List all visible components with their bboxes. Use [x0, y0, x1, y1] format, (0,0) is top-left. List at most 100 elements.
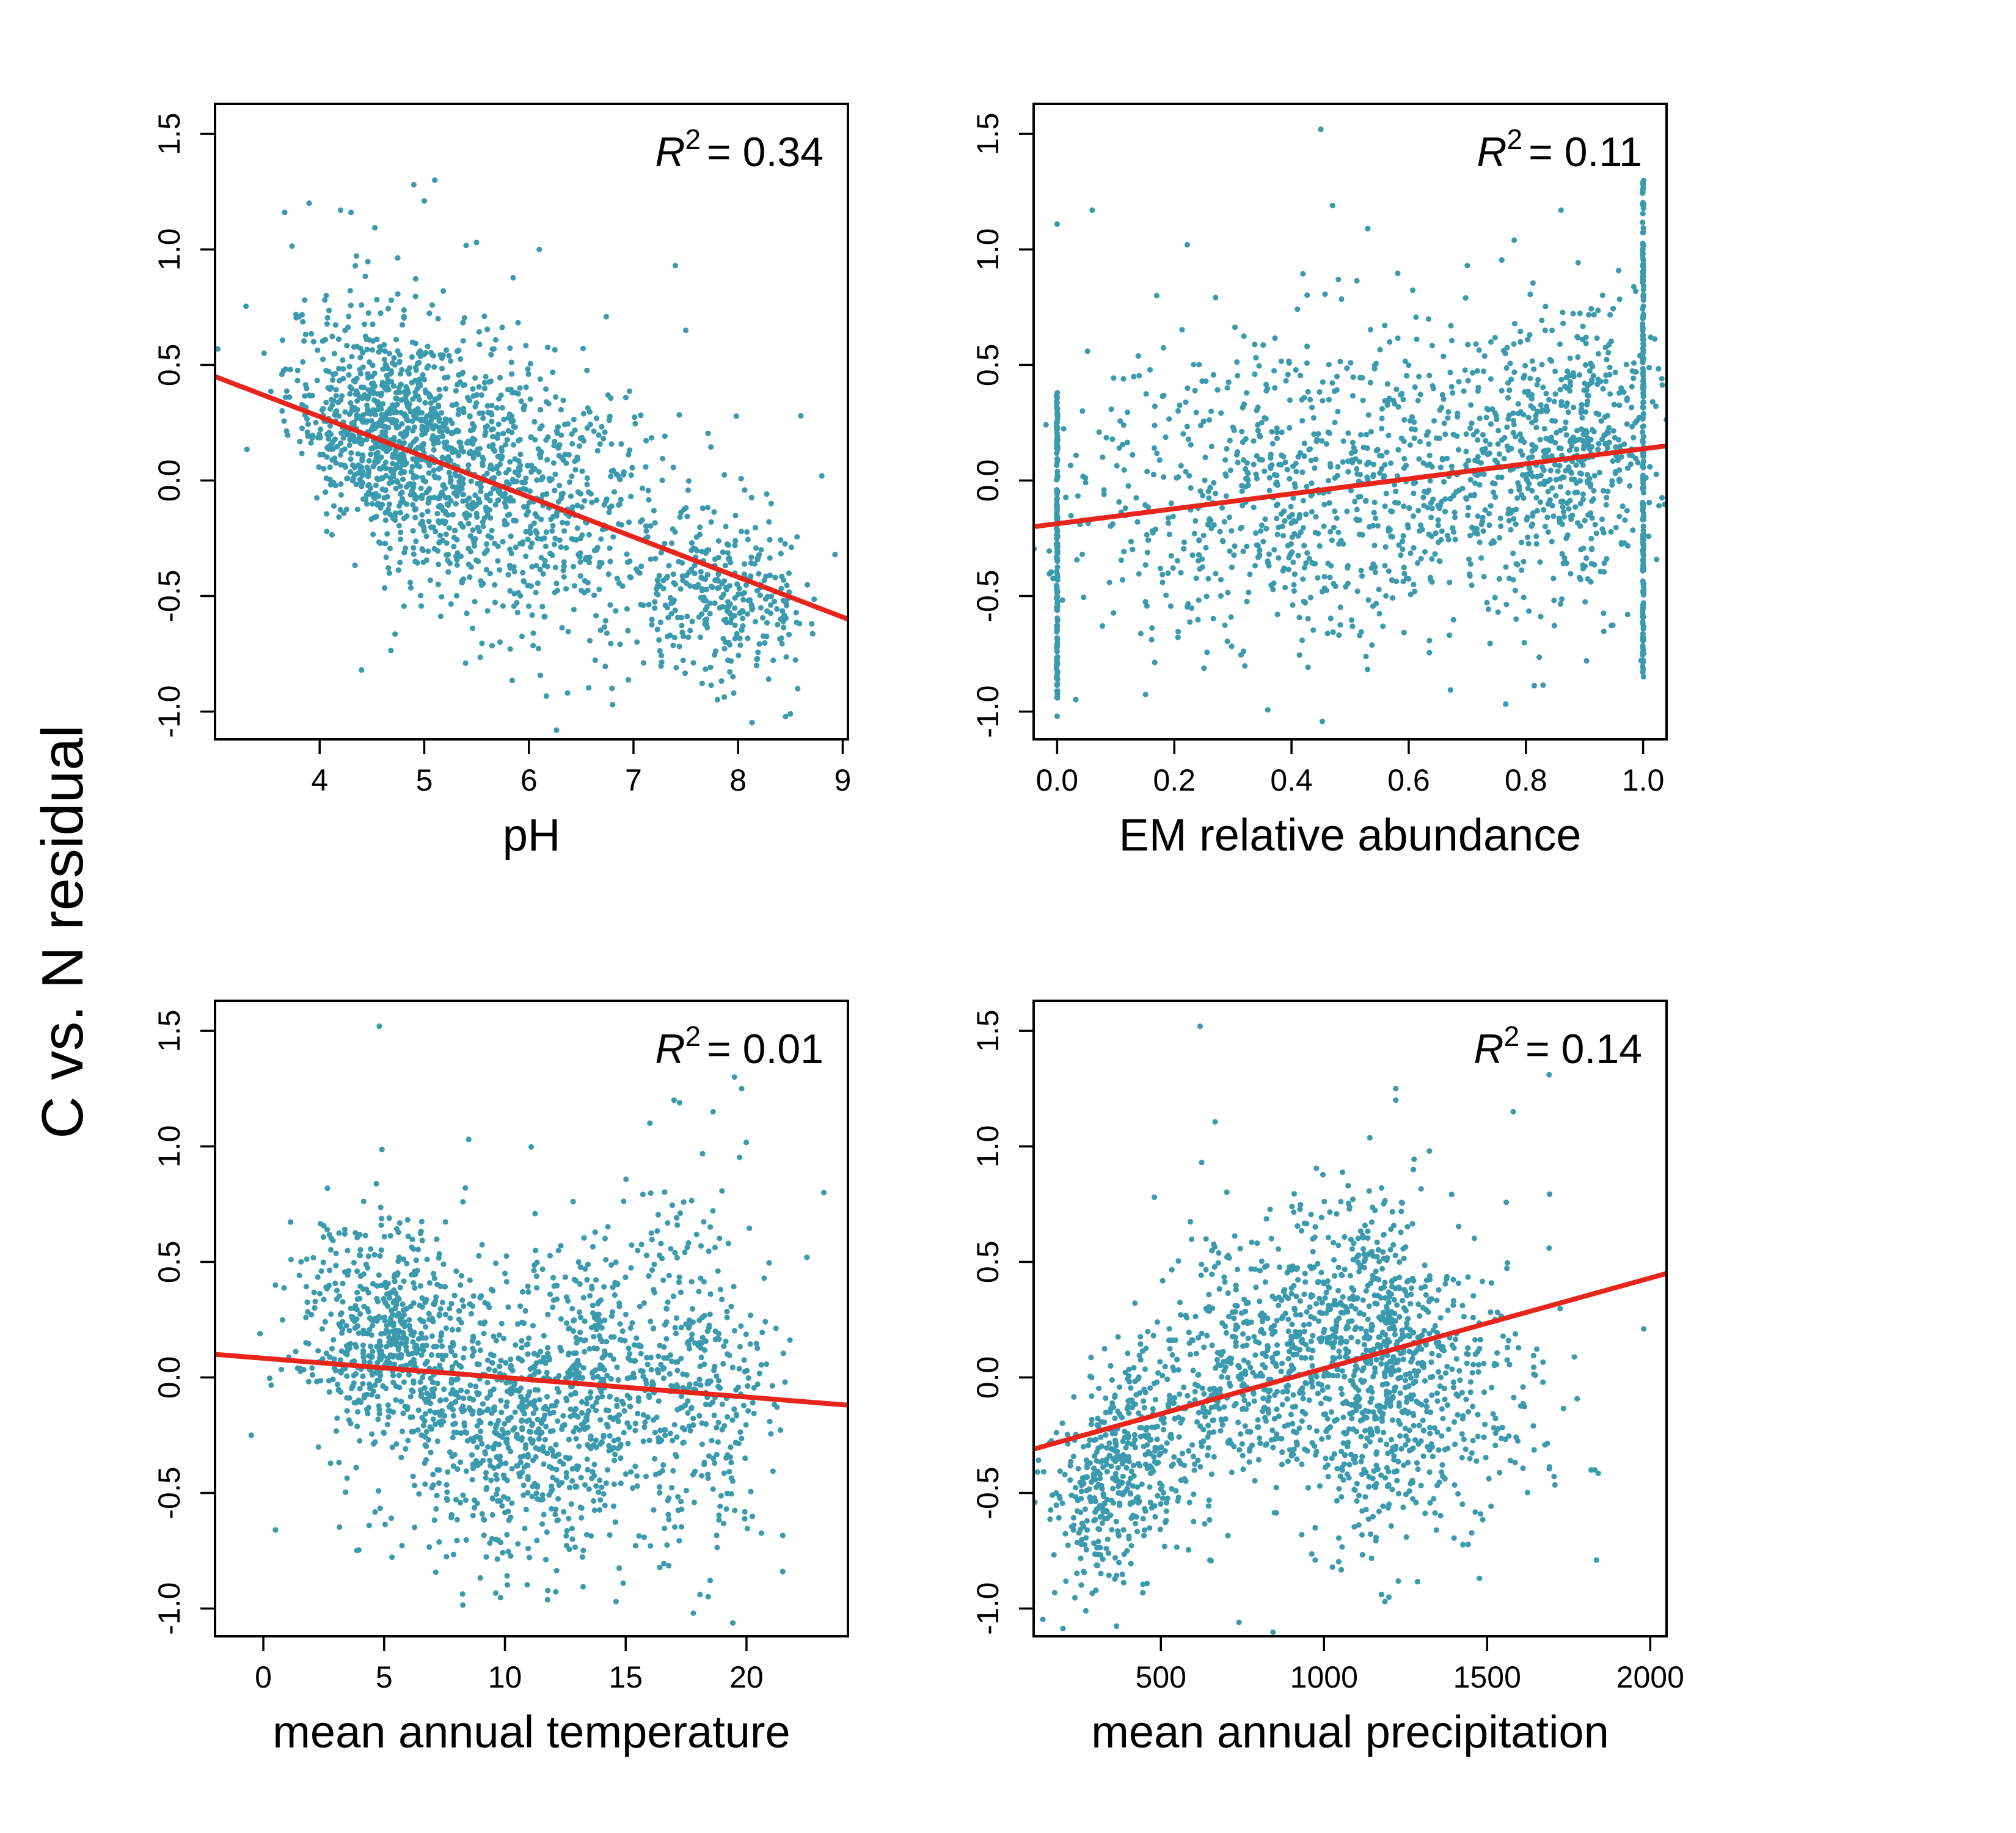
scatter-point [738, 529, 745, 535]
scatter-point [315, 347, 321, 353]
scatter-point [376, 1411, 382, 1417]
scatter-point [756, 641, 762, 647]
scatter-point [1640, 368, 1646, 375]
scatter-point [340, 435, 346, 441]
scatter-point [1580, 323, 1586, 329]
scatter-point [507, 345, 513, 351]
scatter-point [1268, 452, 1274, 458]
scatter-point [1521, 558, 1527, 565]
scatter-point [1175, 634, 1181, 640]
scatter-point [324, 315, 331, 321]
scatter-point [215, 346, 221, 352]
scatter-point [525, 1452, 531, 1458]
scatter-point [1206, 417, 1213, 423]
scatter-point [450, 1435, 456, 1441]
scatter-point [396, 1296, 402, 1302]
scatter-point [832, 552, 838, 558]
scatter-point [760, 615, 766, 621]
scatter-point [1521, 640, 1527, 646]
scatter-point [309, 1312, 315, 1318]
scatter-point [393, 462, 400, 468]
scatter-point [435, 316, 441, 322]
scatter-point [395, 1270, 401, 1276]
scatter-point [626, 519, 632, 525]
scatter-point [361, 1303, 367, 1309]
scatter-point [452, 1352, 458, 1359]
scatter-point [1640, 578, 1646, 584]
scatter-point [1257, 547, 1263, 554]
scatter-point [374, 336, 380, 343]
scatter-point [508, 386, 514, 393]
scatter-point [1187, 619, 1193, 625]
scatter-point [610, 1503, 617, 1509]
scatter-point [326, 436, 332, 442]
scatter-point [1358, 568, 1364, 574]
scatter-point [1640, 246, 1646, 252]
scatter-point [1054, 543, 1060, 549]
scatter-point [1418, 555, 1424, 562]
scatter-point [527, 488, 533, 494]
scatter-point [423, 1324, 429, 1330]
scatter-point [1382, 462, 1388, 468]
scatter-point [1588, 306, 1594, 312]
scatter-point [543, 386, 549, 392]
scatter-point [310, 433, 316, 439]
scatter-point [1529, 454, 1535, 460]
scatter-point [336, 1230, 342, 1236]
scatter-point [577, 435, 583, 442]
scatter-point [1517, 338, 1524, 345]
scatter-point [418, 485, 424, 491]
scatter-point [1447, 496, 1453, 502]
scatter-point [1359, 573, 1365, 579]
scatter-point [1616, 476, 1623, 483]
scatter-point [570, 1199, 576, 1205]
scatter-point [1234, 359, 1240, 365]
scatter-point [1079, 551, 1086, 557]
scatter-point [762, 640, 768, 646]
scatter-point [725, 550, 731, 556]
scatter-point [1181, 539, 1188, 546]
scatter-point [1537, 499, 1543, 505]
scatter-point [535, 1416, 541, 1422]
scatter-point [422, 1361, 428, 1367]
scatter-point [1475, 513, 1481, 519]
scatter-point [1577, 310, 1583, 316]
scatter-point [500, 539, 506, 545]
scatter-point [502, 522, 508, 528]
scatter-point [410, 485, 417, 491]
scatter-point [1466, 505, 1472, 511]
scatter-point [421, 198, 428, 204]
scatter-point [714, 697, 720, 703]
scatter-point [419, 492, 425, 499]
scatter-point [1627, 483, 1633, 489]
scatter-point [1121, 549, 1127, 555]
scatter-point [489, 403, 495, 409]
scatter-point [427, 577, 433, 584]
scatter-point [440, 1261, 447, 1267]
scatter-point [407, 1303, 414, 1309]
scatter-point [1080, 474, 1086, 480]
scatter-point [1152, 403, 1158, 409]
scatter-point [1620, 503, 1626, 510]
scatter-point [1529, 420, 1535, 426]
scatter-point [470, 1462, 476, 1468]
scatter-point [1537, 436, 1543, 443]
scatter-point [1467, 492, 1474, 499]
scatter-point [1183, 399, 1189, 405]
scatter-point [472, 492, 478, 499]
scatter-point [381, 1429, 387, 1435]
scatter-point [453, 1399, 459, 1405]
scatter-point [484, 326, 491, 332]
scatter-point [1447, 370, 1453, 376]
scatter-point [1149, 637, 1155, 643]
scatter-point [607, 545, 613, 551]
x-tick-label: 5 [416, 763, 433, 797]
scatter-point [381, 356, 388, 363]
scatter-point [399, 1543, 405, 1549]
scatter-point [684, 613, 690, 620]
scatter-point [417, 1302, 423, 1309]
scatter-point [711, 509, 717, 515]
scatter-point [412, 293, 418, 299]
scatter-point [361, 1358, 367, 1365]
scatter-point [552, 488, 558, 494]
